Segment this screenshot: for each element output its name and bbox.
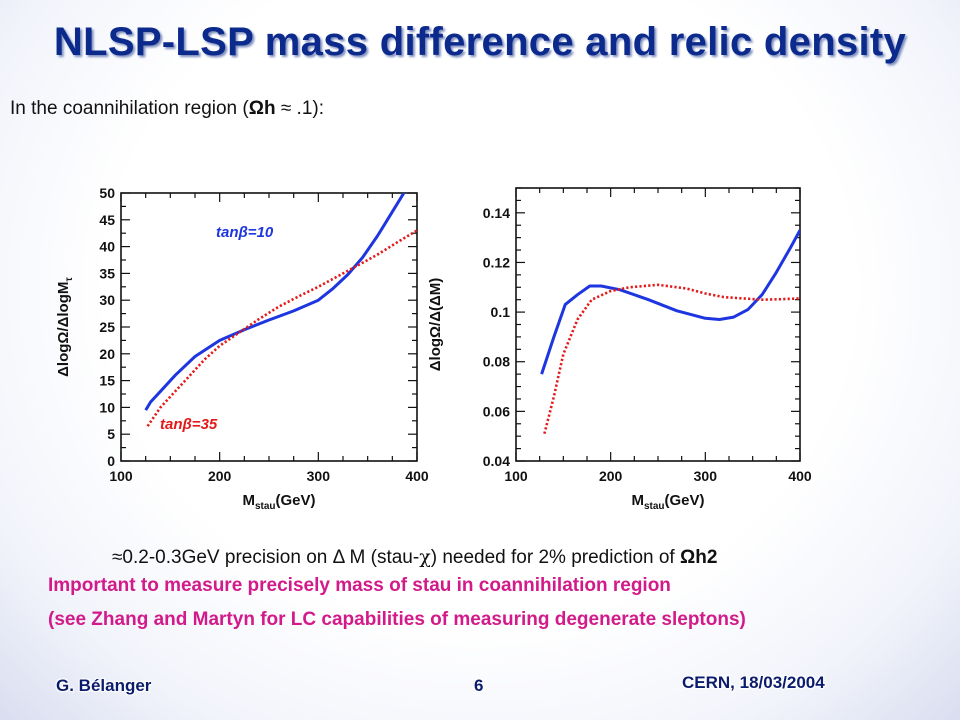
precision-chi: χ	[419, 546, 431, 568]
y-tick-label: 50	[99, 185, 115, 201]
series-line-tanb10	[540, 229, 800, 375]
footer-place-date: CERN, 18/03/2004	[682, 673, 825, 692]
chart-left: 100 200 300 400 0 5 10 15 20 25 30 35 40 45 50 Mstau(Ge…	[55, 185, 429, 512]
x-tick-label: 200	[208, 468, 232, 484]
chart-right: 100 200 300 400 0.04 0.06 0.08 0.1 0.12 0.14 Mstau…	[427, 187, 812, 512]
y-tick-label: 0.06	[483, 403, 510, 419]
y-tick-label: 20	[99, 346, 115, 362]
y-tick-label: 15	[99, 373, 115, 389]
subtitle: In the coannihilation region (Ωh ≈ .1):	[10, 98, 324, 120]
annotation-tanb35: tanβ=35	[160, 416, 218, 433]
y-tick-label: 25	[99, 319, 115, 335]
x-tick-label: 300	[307, 468, 331, 484]
y-tick-label: 40	[99, 239, 115, 255]
y-tick-label: 0	[107, 453, 115, 469]
annotation-tanb10: tanβ=10	[216, 224, 274, 241]
x-tick-label: 100	[109, 468, 133, 484]
footer-author: G. Bélanger	[56, 676, 152, 695]
precision-mid: ) needed for 2% prediction of	[430, 547, 680, 568]
y-tick-label: 30	[99, 292, 115, 308]
y-axis-label: ΔlogΩ/ΔlogMτ	[55, 277, 75, 377]
x-axis-label: Mstau(GeV)	[631, 492, 704, 512]
y-tick-label: 0.04	[483, 453, 510, 469]
y-tick-label: 0.08	[483, 354, 510, 370]
x-tick-label: 200	[599, 468, 623, 484]
y-axis-label: ΔlogΩ/Δ(ΔM)	[427, 278, 444, 372]
series-line-tanb35	[146, 229, 417, 427]
footer-page-number: 6	[474, 676, 484, 695]
important-line-1: Important to measure precisely mass of s…	[48, 575, 671, 596]
series-line-tanb10	[144, 193, 406, 411]
x-tick-label: 300	[694, 468, 718, 484]
y-tick-label: 0.12	[483, 254, 510, 270]
y-tick-label: 35	[99, 265, 115, 281]
subtitle-prefix: In the coannihilation region (	[10, 98, 249, 119]
x-tick-label: 100	[504, 468, 528, 484]
slide-title: NLSP-LSP mass difference and relic densi…	[53, 20, 907, 64]
y-tick-label: 0.14	[483, 205, 510, 221]
y-tick-label: 10	[99, 399, 115, 415]
y-tick-label: 45	[99, 212, 115, 228]
x-tick-label: 400	[788, 468, 812, 484]
precision-bold: Ωh2	[679, 547, 718, 568]
important-line-2: (see Zhang and Martyn for LC capabilitie…	[48, 609, 746, 630]
y-tick-label: 0.1	[491, 304, 511, 320]
x-axis-label: Mstau(GeV)	[242, 492, 315, 512]
precision-prefix: ≈0.2-0.3GeV precision on Δ M (stau-	[112, 547, 420, 568]
y-tick-label: 5	[107, 426, 115, 442]
series-line-tanb35	[543, 283, 800, 435]
x-tick-label: 400	[405, 468, 429, 484]
precision-note: ≈0.2-0.3GeV precision on Δ M (stau-χ) ne…	[112, 546, 717, 569]
subtitle-omega: Ωh	[248, 98, 276, 119]
subtitle-suffix: ≈ .1):	[275, 98, 324, 119]
